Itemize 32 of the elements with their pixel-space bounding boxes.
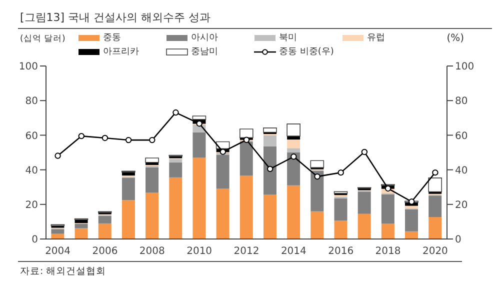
x-tick-label: 2016 — [328, 246, 354, 258]
y2-tick-label: 100 — [455, 62, 474, 73]
y2-tick-label: 0 — [455, 234, 462, 246]
legend-label: 아시아 — [191, 32, 218, 44]
legend-label: 중동 비중(우) — [279, 46, 334, 58]
y2-tick-label: 40 — [455, 165, 468, 176]
y-tick-label: 20 — [25, 200, 38, 211]
legend-label: 아프리카 — [103, 46, 139, 58]
y-tick-label: 80 — [25, 96, 38, 108]
legend-label: 북미 — [279, 32, 297, 44]
y-tick-label: 60 — [25, 130, 38, 142]
y-tick-label: 40 — [25, 165, 38, 176]
x-tick-label: 2008 — [139, 246, 165, 258]
x-tick-label: 2018 — [375, 246, 401, 258]
y2-tick-label: 20 — [455, 200, 468, 211]
x-tick-label: 2020 — [422, 246, 448, 258]
x-tick-label: 2012 — [234, 246, 260, 258]
text: 자료: 해외건설협회 — [19, 265, 108, 278]
y2-axis-title: (%) — [446, 33, 464, 44]
y-axis-title: (십억 달러) — [20, 33, 66, 45]
x-tick-label: 2006 — [92, 246, 118, 258]
legend-label: 중동 — [103, 32, 121, 44]
y-tick-label: 100 — [18, 62, 38, 73]
x-tick-label: 2010 — [186, 246, 212, 258]
chart-title: [그림13] 국내 건설사의 해외수주 성과 — [19, 10, 212, 25]
legend-label: 유럽 — [367, 32, 385, 44]
y2-tick-label: 60 — [455, 130, 468, 142]
legend-label: 중남미 — [191, 46, 218, 58]
y-tick-label: 0 — [32, 234, 38, 246]
x-tick-label: 2004 — [45, 246, 71, 258]
x-tick-label: 2014 — [280, 246, 306, 258]
y2-tick-label: 80 — [455, 96, 468, 108]
